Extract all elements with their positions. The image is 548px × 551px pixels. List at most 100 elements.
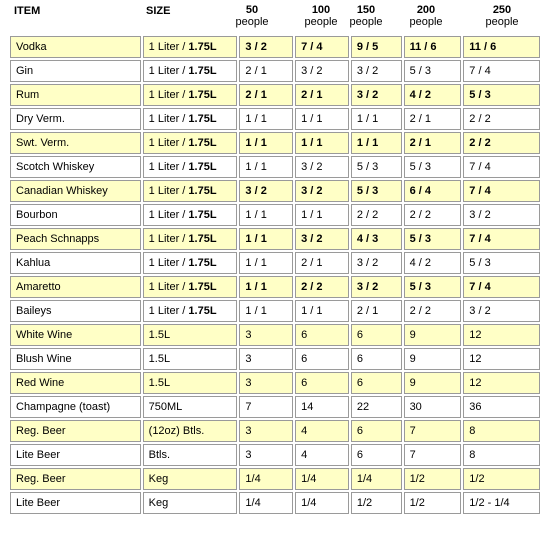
value-cell: 3 xyxy=(239,324,294,346)
size-cell: Btls. xyxy=(142,444,238,466)
size-cell: 1 Liter / 1.75L xyxy=(142,276,238,298)
value-cell: 2 / 1 xyxy=(295,84,349,106)
item-cell: Vodka xyxy=(10,36,141,58)
header-col-150: 150 people xyxy=(338,4,394,28)
value-cell: 1 / 1 xyxy=(239,276,294,298)
value-cell: 3 / 2 xyxy=(295,180,349,202)
value-cell: 3 / 2 xyxy=(295,156,349,178)
value-cell: 1/2 xyxy=(403,492,462,514)
table-row: Red Wine 1.5L 3 6 6 9 12 xyxy=(10,372,540,394)
value-cell: 2 / 1 xyxy=(403,108,462,130)
value-cell: 12 xyxy=(463,348,540,370)
value-cell: 1/2 xyxy=(403,468,462,490)
header-unit: people xyxy=(235,16,269,28)
header-count: 250 xyxy=(492,4,512,16)
value-cell: 1 / 1 xyxy=(239,132,294,154)
value-cell: 1 / 1 xyxy=(350,108,402,130)
size-cell: 1 Liter / 1.75L xyxy=(142,228,238,250)
value-cell: 5 / 3 xyxy=(350,180,402,202)
value-cell: 4 / 3 xyxy=(350,228,402,250)
value-cell: 1 / 1 xyxy=(239,252,294,274)
value-cell: 12 xyxy=(463,372,540,394)
header-size: SIZE xyxy=(146,5,171,17)
size-cell: Keg xyxy=(142,468,238,490)
value-cell: 5 / 3 xyxy=(350,156,402,178)
header-count: 200 xyxy=(416,4,436,16)
value-cell: 4 xyxy=(295,420,349,442)
header-col-100: 100 people xyxy=(293,4,349,28)
value-cell: 2 / 2 xyxy=(403,300,462,322)
size-cell: 1 Liter / 1.75L xyxy=(142,204,238,226)
value-cell: 6 xyxy=(350,324,402,346)
value-cell: 30 xyxy=(403,396,462,418)
item-cell: Reg. Beer xyxy=(10,468,141,490)
value-cell: 7 / 4 xyxy=(463,228,540,250)
value-cell: 6 xyxy=(295,324,349,346)
header-item: ITEM xyxy=(14,5,41,17)
value-cell: 1/2 - 1/4 xyxy=(463,492,540,514)
value-cell: 7 xyxy=(403,420,462,442)
value-cell: 4 xyxy=(295,444,349,466)
table-row: Lite Beer Btls. 3 4 6 7 8 xyxy=(10,444,540,466)
size-cell: 1 Liter / 1.75L xyxy=(142,36,238,58)
table-row: Champagne (toast) 750ML 7 14 22 30 36 xyxy=(10,396,540,418)
value-cell: 5 / 3 xyxy=(403,228,462,250)
value-cell: 1/4 xyxy=(295,468,349,490)
value-cell: 6 xyxy=(295,372,349,394)
value-cell: 8 xyxy=(463,444,540,466)
value-cell: 5 / 3 xyxy=(403,60,462,82)
size-cell: 1 Liter / 1.75L xyxy=(142,84,238,106)
header-unit: people xyxy=(349,16,383,28)
value-cell: 2 / 2 xyxy=(350,204,402,226)
item-cell: Red Wine xyxy=(10,372,141,394)
value-cell: 2 / 1 xyxy=(350,300,402,322)
value-cell: 1 / 1 xyxy=(239,300,294,322)
item-cell: Lite Beer xyxy=(10,492,141,514)
value-cell: 1 / 1 xyxy=(295,132,349,154)
value-cell: 3 / 2 xyxy=(350,252,402,274)
value-cell: 2 / 2 xyxy=(295,276,349,298)
value-cell: 3 / 2 xyxy=(295,228,349,250)
size-cell: 1 Liter / 1.75L xyxy=(142,180,238,202)
item-cell: Dry Verm. xyxy=(10,108,141,130)
size-cell: 1.5L xyxy=(142,324,238,346)
table-row: White Wine 1.5L 3 6 6 9 12 xyxy=(10,324,540,346)
item-cell: Lite Beer xyxy=(10,444,141,466)
value-cell: 7 / 4 xyxy=(463,180,540,202)
item-cell: Scotch Whiskey xyxy=(10,156,141,178)
value-cell: 2 / 1 xyxy=(403,132,462,154)
value-cell: 1 / 1 xyxy=(295,108,349,130)
value-cell: 7 xyxy=(239,396,294,418)
value-cell: 2 / 2 xyxy=(463,108,540,130)
value-cell: 6 xyxy=(350,420,402,442)
value-cell: 6 xyxy=(350,372,402,394)
value-cell: 7 / 4 xyxy=(463,156,540,178)
value-cell: 6 xyxy=(295,348,349,370)
value-cell: 1 / 1 xyxy=(295,300,349,322)
value-cell: 8 xyxy=(463,420,540,442)
value-cell: 2 / 2 xyxy=(403,204,462,226)
header-unit: people xyxy=(304,16,338,28)
value-cell: 3 / 2 xyxy=(350,84,402,106)
header-count: 100 xyxy=(311,4,331,16)
item-cell: Swt. Verm. xyxy=(10,132,141,154)
value-cell: 3 / 2 xyxy=(463,300,540,322)
value-cell: 1 / 1 xyxy=(239,204,294,226)
item-cell: Blush Wine xyxy=(10,348,141,370)
value-cell: 1/4 xyxy=(350,468,402,490)
value-cell: 6 xyxy=(350,444,402,466)
item-cell: Amaretto xyxy=(10,276,141,298)
value-cell: 5 / 3 xyxy=(463,84,540,106)
table-row: Reg. Beer (12oz) Btls. 3 4 6 7 8 xyxy=(10,420,540,442)
value-cell: 6 / 4 xyxy=(403,180,462,202)
table-row: Lite Beer Keg 1/4 1/4 1/2 1/2 1/2 - 1/4 xyxy=(10,492,540,514)
